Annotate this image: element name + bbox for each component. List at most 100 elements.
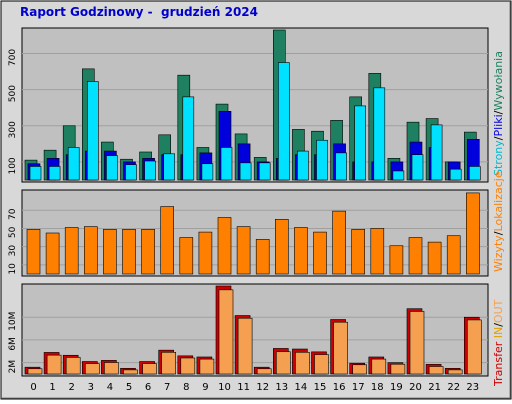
x-tick-label-18: 18: [371, 382, 384, 393]
bar-visits-2: [64, 227, 79, 275]
x-tick-label-12: 12: [256, 382, 269, 393]
x-tick-label-20: 20: [409, 382, 422, 393]
y-tick-label-top: 100: [8, 157, 18, 174]
x-tick-label-19: 19: [390, 382, 403, 393]
x-tick-label-13: 13: [275, 382, 288, 393]
bar-transfer-out-22: [447, 369, 463, 375]
bar-visits-3: [84, 226, 98, 275]
x-tick-label-7: 7: [164, 382, 170, 393]
bar-visits-4: [103, 229, 117, 275]
bar-visits-5: [122, 229, 136, 275]
bar-transfer-out-6: [142, 363, 157, 375]
y-tick-label-top: 500: [8, 85, 18, 102]
bar-pages-17: [354, 105, 367, 181]
bar-transfer-out-13: [275, 351, 291, 375]
x-tick-label-14: 14: [295, 382, 308, 393]
x-tick-label-2: 2: [69, 382, 75, 393]
x-tick-label-8: 8: [183, 382, 189, 393]
bar-visits-17: [351, 229, 366, 275]
bar-transfer-out-21: [428, 366, 444, 375]
bar-pages-14: [297, 150, 309, 181]
bar-pages-20: [411, 154, 424, 181]
bar-pages-19: [392, 170, 405, 181]
y-tick-label-bottom: 2M: [8, 360, 18, 374]
y-tick-label-bottom: 6M: [8, 337, 18, 351]
x-tick-label-5: 5: [126, 382, 132, 393]
y-tick-label-top: 700: [8, 49, 18, 66]
x-tick-label-10: 10: [218, 382, 231, 393]
bar-transfer-out-3: [85, 363, 100, 375]
bar-pages-1: [48, 166, 61, 181]
y-tick-labels: 100 300 500 700 10 30 50 70 2M 6M 10M: [8, 49, 18, 374]
bar-visits-21: [427, 241, 442, 275]
legend-top: Strony/Pliki/Wywołania: [492, 51, 505, 176]
bar-visits-22: [446, 235, 461, 275]
bar-transfer-out-9: [199, 358, 215, 375]
bar-pages-6: [144, 160, 156, 181]
bar-visits-14: [294, 227, 308, 275]
y-tick-label-middle: 70: [8, 208, 18, 220]
bar-pages-5: [125, 164, 137, 181]
bar-visits-10: [217, 217, 232, 275]
bar-transfer-out-7: [161, 351, 176, 375]
bar-pages-3: [87, 81, 99, 181]
x-tick-label-22: 22: [447, 382, 460, 393]
x-tick-label-1: 1: [49, 382, 55, 393]
bar-pages-0: [29, 166, 42, 181]
bar-pages-23: [468, 166, 481, 181]
bar-pages-11: [239, 162, 252, 181]
bar-pages-22: [449, 168, 462, 181]
bar-visits-19: [389, 245, 404, 275]
x-tick-label-3: 3: [88, 382, 94, 393]
bar-visits-11: [236, 226, 251, 275]
bar-visits-13: [274, 219, 289, 275]
bar-pages-13: [277, 62, 290, 181]
y-tick-label-top: 300: [8, 121, 18, 138]
bar-transfer-out-23: [466, 319, 482, 375]
x-tick-label-11: 11: [237, 382, 250, 393]
y-tick-label-middle: 30: [8, 245, 18, 257]
bar-transfer-out-15: [314, 354, 329, 375]
bar-pages-16: [335, 152, 347, 181]
bar-visits-16: [332, 210, 346, 275]
bar-transfer-out-19: [390, 363, 406, 375]
bar-visits-8: [179, 237, 194, 275]
bar-visits-0: [26, 229, 41, 275]
bar-visits-18: [370, 228, 385, 275]
bar-transfer-out-17: [352, 364, 368, 375]
bar-pages-21: [430, 124, 443, 181]
bar-visits-7: [160, 206, 174, 275]
bar-transfer-out-1: [46, 354, 62, 375]
bar-transfer-out-18: [371, 358, 387, 375]
y-tick-label-bottom: 10M: [8, 312, 18, 331]
bar-visits-9: [198, 231, 213, 275]
bar-transfer-out-4: [104, 362, 119, 375]
bar-transfer-out-12: [256, 368, 272, 375]
bars: [24, 29, 482, 375]
bar-transfer-out-11: [237, 317, 253, 375]
bar-pages-8: [182, 96, 195, 181]
bar-transfer-out-5: [123, 369, 138, 375]
bar-transfer-out-20: [409, 311, 425, 375]
y-tick-label-middle: 50: [8, 226, 18, 238]
bar-pages-7: [163, 153, 175, 181]
bar-visits-1: [45, 232, 60, 275]
x-tick-labels: 0 1 2 3 4 5 6 7 8 9 10 11 12 13 14 15 16 17 18 19 20 21 22 23: [30, 382, 479, 393]
bar-pages-2: [67, 147, 80, 181]
x-tick-label-0: 0: [30, 382, 36, 393]
x-tick-label-17: 17: [352, 382, 365, 393]
x-tick-label-6: 6: [145, 382, 151, 393]
bar-transfer-out-16: [333, 321, 348, 375]
bar-visits-6: [141, 229, 155, 275]
bar-transfer-out-0: [27, 368, 43, 375]
bar-transfer-out-8: [180, 357, 196, 375]
y-tick-label-middle: 10: [8, 263, 18, 275]
bar-pages-12: [258, 162, 271, 181]
bar-visits-12: [255, 239, 270, 275]
x-tick-label-23: 23: [466, 382, 479, 393]
x-tick-label-4: 4: [107, 382, 113, 393]
bar-visits-23: [465, 192, 480, 275]
bar-pages-9: [201, 163, 214, 181]
